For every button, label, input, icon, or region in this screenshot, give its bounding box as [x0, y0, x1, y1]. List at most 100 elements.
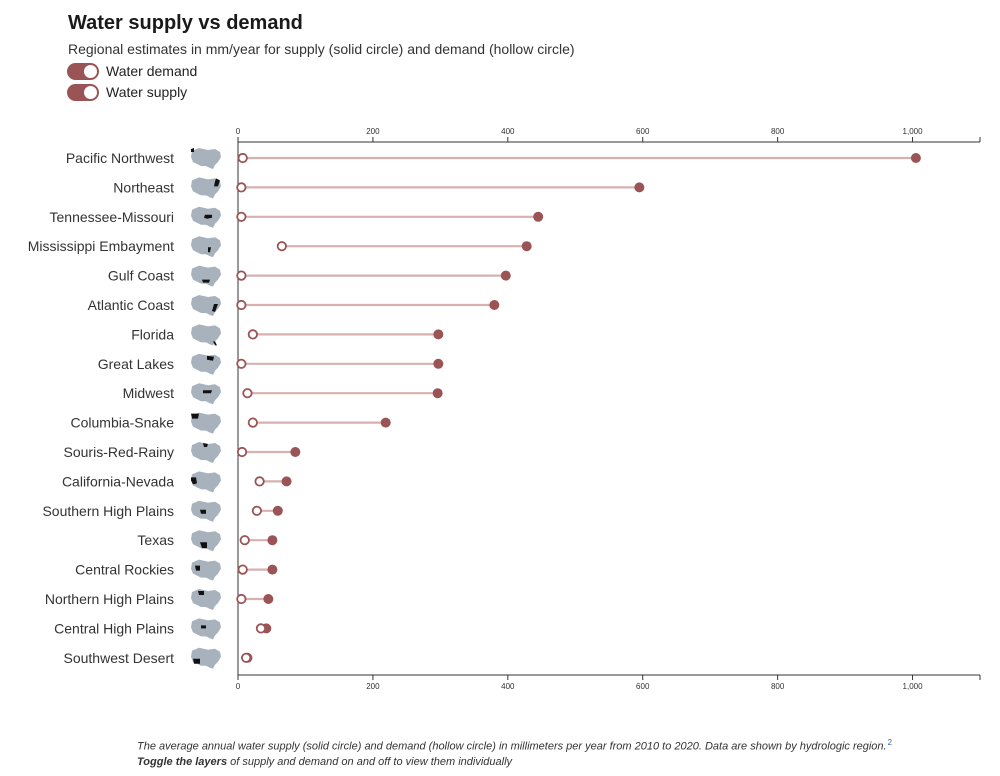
demand-point — [254, 476, 265, 487]
region-highlight-icon — [212, 304, 218, 312]
supply-point — [281, 476, 292, 487]
x-tick-label-top: 200 — [366, 127, 380, 136]
x-tick-label-bottom: 1,000 — [903, 682, 924, 691]
region-highlight-icon — [208, 247, 211, 253]
supply-point — [267, 564, 278, 575]
toggle-label-water-supply: Water supply — [106, 84, 188, 100]
us-outline-icon — [191, 471, 221, 493]
region-highlight-icon — [191, 148, 194, 152]
toggle-water-demand[interactable]: Water demand — [67, 61, 197, 81]
region-map-icon — [191, 530, 221, 552]
demand-point — [251, 505, 262, 516]
category-label: Souris-Red-Rainy — [64, 444, 174, 460]
supply-point — [533, 211, 544, 222]
us-outline-icon — [191, 353, 221, 375]
region-highlight-icon — [203, 443, 208, 447]
category-label: Pacific Northwest — [66, 150, 174, 166]
supply-point — [433, 358, 444, 369]
category-label: Atlantic Coast — [88, 297, 174, 313]
demand-point — [242, 388, 253, 399]
switch-knob — [84, 64, 97, 78]
category-label: Florida — [131, 326, 174, 342]
region-map-icon — [191, 383, 221, 405]
us-outline-icon — [191, 236, 221, 258]
supply-point — [634, 182, 645, 193]
demand-point — [239, 535, 250, 546]
region-highlight-icon — [191, 477, 197, 485]
us-outline-icon — [191, 412, 221, 434]
toggle-water-supply[interactable]: Water supply — [67, 82, 187, 102]
category-label: Mississippi Embayment — [28, 238, 174, 254]
region-map-icon — [191, 589, 221, 610]
region-highlight-icon — [200, 542, 207, 549]
x-tick-label-bottom: 400 — [501, 682, 515, 691]
region-map-icon — [191, 442, 221, 463]
region-highlight-icon — [195, 565, 200, 571]
us-outline-icon — [191, 589, 221, 610]
category-label: Great Lakes — [98, 356, 174, 372]
us-outline-icon — [191, 177, 221, 199]
category-label: Midwest — [123, 385, 174, 401]
demand-point — [236, 299, 247, 311]
category-label: Texas — [137, 532, 174, 548]
demand-point — [236, 593, 247, 605]
chart-footnote: The average annual water supply (solid c… — [137, 735, 897, 770]
region-map-icon — [191, 647, 221, 669]
demand-point — [236, 182, 247, 193]
x-tick-label-bottom: 600 — [636, 682, 650, 691]
region-highlight-icon — [191, 413, 199, 419]
demand-point — [236, 270, 247, 281]
region-highlight-icon — [203, 390, 212, 394]
supply-point — [380, 417, 391, 428]
supply-point — [910, 153, 921, 163]
region-map-icon — [191, 148, 221, 169]
region-highlight-icon — [207, 355, 214, 361]
x-tick-label-bottom: 800 — [771, 682, 785, 691]
us-outline-icon — [191, 647, 221, 669]
region-map-icon — [191, 559, 221, 581]
category-label: California-Nevada — [62, 473, 174, 489]
region-map-icon — [191, 177, 221, 199]
us-outline-icon — [191, 148, 221, 169]
supply-point — [263, 594, 274, 604]
demand-point — [237, 152, 248, 164]
us-outline-icon — [191, 618, 221, 640]
water-demand-switch[interactable] — [67, 62, 99, 80]
category-label: Tennessee-Missouri — [50, 209, 175, 225]
us-outline-icon — [191, 265, 221, 287]
category-label: Central High Plains — [54, 620, 174, 636]
switch-knob — [84, 85, 97, 99]
footnote-reference[interactable]: 2 — [887, 738, 893, 747]
demand-point — [255, 623, 267, 634]
footnote-emphasis: Toggle the layers — [137, 755, 228, 768]
region-map-icon — [191, 295, 221, 316]
supply-point — [489, 300, 500, 310]
demand-point — [240, 652, 252, 663]
demand-point — [236, 211, 247, 222]
water-supply-switch[interactable] — [67, 83, 99, 101]
category-label: Southern High Plains — [42, 503, 174, 519]
region-map-icon — [191, 500, 221, 522]
category-label: Northeast — [113, 179, 174, 195]
x-tick-label-top: 0 — [236, 127, 241, 136]
demand-point — [247, 329, 258, 340]
region-highlight-icon — [214, 178, 220, 187]
category-label: Southwest Desert — [64, 650, 175, 666]
x-tick-label-top: 1,000 — [903, 127, 924, 136]
region-highlight-icon — [202, 279, 210, 283]
region-map-icon — [191, 236, 221, 258]
demand-point — [236, 446, 248, 458]
footnote-text: The average annual water supply (solid c… — [137, 740, 887, 753]
us-outline-icon — [191, 442, 221, 463]
category-label: Columbia-Snake — [71, 415, 175, 431]
demand-point — [236, 358, 247, 369]
dumbbell-chart: 0 0 200 200 400 400 600 600 800 800 1,000 1,000 Paci… — [28, 127, 981, 691]
region-map-icon — [191, 265, 221, 287]
region-highlight-icon — [198, 591, 204, 595]
us-outline-icon — [191, 383, 221, 405]
region-map-icon — [191, 353, 221, 375]
us-outline-icon — [191, 559, 221, 581]
x-tick-label-top: 600 — [636, 127, 650, 136]
supply-point — [432, 388, 443, 399]
x-tick-label-top: 800 — [771, 127, 785, 136]
